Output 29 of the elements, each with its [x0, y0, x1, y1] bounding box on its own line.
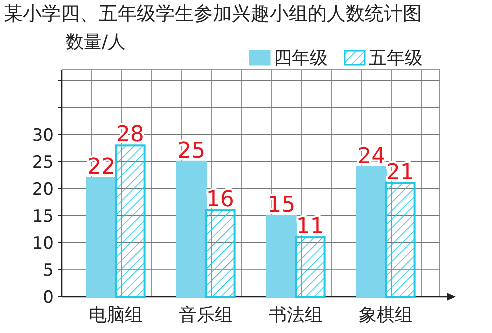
bar: [176, 160, 207, 298]
y-tick-label: 25: [32, 152, 54, 173]
data-label: 15: [268, 192, 296, 218]
y-tick-label: 30: [32, 126, 54, 146]
x-tick-label: 音乐组: [179, 305, 233, 326]
legend-label: 五年级: [369, 48, 423, 69]
data-label: 22: [88, 155, 116, 180]
bar: [266, 214, 297, 298]
data-label: 11: [296, 214, 324, 240]
bar: [205, 210, 236, 298]
bar: [86, 177, 117, 298]
data-label: 21: [386, 160, 414, 186]
data-label: 16: [206, 188, 234, 213]
bar: [295, 236, 326, 298]
y-tick-label: 15: [32, 206, 54, 227]
data-label: 25: [178, 138, 206, 164]
x-tick-label: 电脑组: [89, 305, 143, 326]
bar: [356, 166, 387, 298]
y-axis-title: 数量/人: [66, 32, 126, 53]
y-tick-label: 10: [32, 234, 54, 254]
chart-title: 某小学四、五年级学生参加兴趣小组的人数统计图: [4, 3, 422, 25]
legend-label: 四年级: [274, 48, 328, 69]
bar: [115, 144, 146, 298]
y-tick-label: 5: [43, 260, 54, 281]
x-tick-label: 书法组: [269, 305, 323, 326]
y-tick-label: 20: [32, 180, 54, 200]
bar: [385, 182, 416, 298]
x-tick-label: 象棋组: [359, 305, 413, 326]
y-tick-label: 0: [43, 288, 54, 308]
